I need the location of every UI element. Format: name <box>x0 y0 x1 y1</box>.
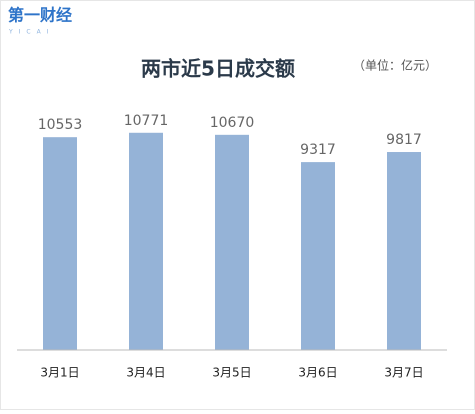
bar <box>301 162 335 350</box>
x-tick-label: 3月7日 <box>384 366 423 380</box>
bar <box>387 152 421 350</box>
x-tick-label: 3月6日 <box>298 366 337 380</box>
x-tick-label: 3月5日 <box>212 366 251 380</box>
value-label: 10553 <box>38 117 83 133</box>
bar <box>43 137 77 350</box>
x-tick-label: 3月4日 <box>126 366 165 380</box>
chart-title: 两市近5日成交额 <box>141 57 295 81</box>
value-label: 10771 <box>124 113 169 129</box>
value-label: 9817 <box>386 132 422 148</box>
x-tick-label: 3月1日 <box>40 366 79 380</box>
value-label: 9317 <box>300 142 336 158</box>
bar <box>215 134 249 350</box>
value-label: 10670 <box>210 115 255 131</box>
logo-sub: YICAI <box>8 29 55 36</box>
logo: 第一财经 <box>8 6 72 25</box>
bar <box>129 132 163 350</box>
chart-subtitle: （单位：亿元） <box>353 58 437 73</box>
